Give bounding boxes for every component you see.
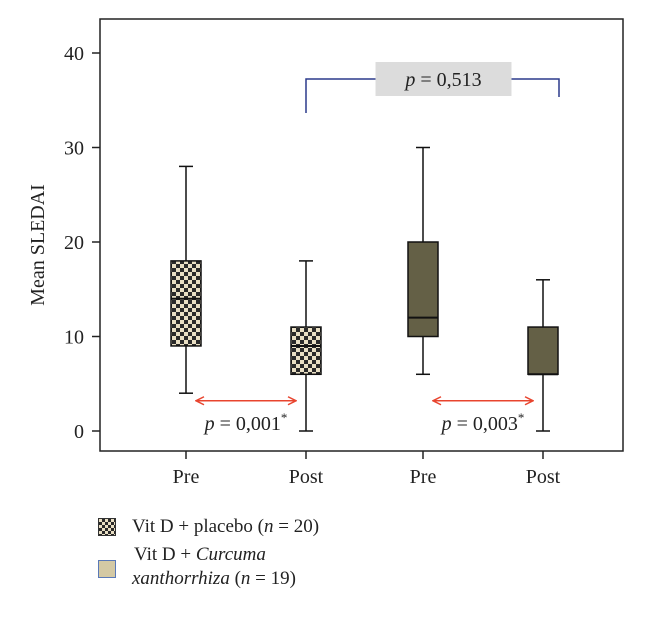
y-tick-label: 0 <box>74 421 84 443</box>
y-tick-label: 40 <box>64 43 84 65</box>
y-tick-label: 30 <box>64 138 84 160</box>
box-2-pre <box>407 146 439 376</box>
legend-label-curcuma-line2: xanthorrhiza (n = 19) <box>132 568 296 589</box>
legend-label-curcuma-line1: Vit D + Curcuma <box>134 544 266 565</box>
y-axis-label: Mean SLEDAI <box>27 184 49 306</box>
x-tick-label: Post <box>526 466 561 488</box>
box-1-pre <box>170 165 202 394</box>
p-value-box <box>375 62 512 96</box>
box-iqr <box>290 326 322 376</box>
p-value-label: p = 0,003* <box>440 410 525 435</box>
box-1-post <box>290 260 322 432</box>
plot-frame <box>99 18 624 452</box>
p-value-label-top: p = 0,513 <box>403 69 481 91</box>
box-iqr <box>407 241 439 338</box>
x-tick-label: Pre <box>173 466 200 488</box>
x-tick-label: Post <box>289 466 324 488</box>
box-iqr <box>170 260 202 347</box>
x-tick-label: Pre <box>410 466 437 488</box>
legend-swatch-placebo <box>98 518 116 536</box>
y-tick-label: 10 <box>64 327 84 349</box>
box-2-post <box>527 279 559 432</box>
box-iqr <box>527 326 559 376</box>
legend-swatch-curcuma <box>98 560 116 578</box>
legend-label-placebo: Vit D + placebo (n = 20) <box>132 516 320 537</box>
p-value-label: p = 0,001* <box>203 410 288 435</box>
box-plot-chart: 0 10 20 30 40 Pre Post Pre Post Mean SLEDAI p = … <box>27 18 624 488</box>
y-tick-label: 20 <box>64 232 84 254</box>
